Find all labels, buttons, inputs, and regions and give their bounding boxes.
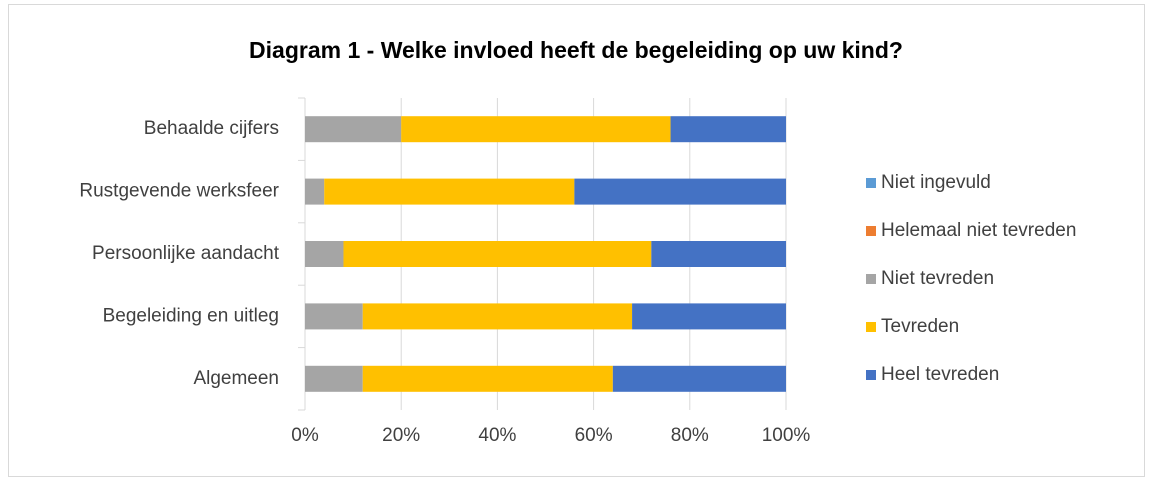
legend-swatch (866, 178, 876, 188)
x-tick-label: 100% (762, 425, 811, 446)
x-tick-label: 80% (671, 425, 709, 446)
y-tick-label: Persoonlijke aandacht (92, 243, 280, 264)
x-tick-label: 20% (382, 425, 420, 446)
chart-title: Diagram 1 - Welke invloed heeft de begel… (249, 37, 903, 63)
legend-swatch (866, 226, 876, 236)
legend-swatch (866, 370, 876, 380)
y-tick-label: Behaalde cijfers (144, 118, 279, 139)
legend-label: Niet ingevuld (881, 172, 991, 193)
bar-segment (632, 303, 786, 330)
bar-segment (343, 241, 652, 267)
bar-segment (670, 116, 786, 143)
legend-label: Heel tevreden (881, 364, 999, 385)
legend-label: Niet tevreden (881, 268, 994, 289)
bar-segment (651, 241, 786, 267)
bar-segment (574, 178, 786, 205)
legend-label: Tevreden (881, 316, 959, 337)
x-tick-label: 0% (291, 425, 319, 446)
bar-segment (305, 241, 344, 267)
y-tick-label: Algemeen (193, 368, 279, 389)
legend-swatch (866, 322, 876, 332)
x-tick-label: 40% (478, 425, 516, 446)
bar-segment (612, 365, 786, 392)
bar-segment (324, 178, 575, 205)
y-tick-label: Rustgevende werksfeer (79, 181, 279, 202)
bar-segment (362, 303, 633, 330)
legend-label: Helemaal niet tevreden (881, 220, 1076, 241)
x-tick-label: 60% (575, 425, 613, 446)
chart-border (8, 4, 1145, 477)
bar-segment (305, 116, 402, 143)
y-tick-label: Begeleiding en uitleg (103, 305, 279, 326)
bar-segment (305, 178, 325, 205)
legend-swatch (866, 274, 876, 284)
bar-segment (401, 116, 671, 143)
bar-segment (305, 303, 363, 330)
bar-segment (305, 365, 363, 392)
bar-segment (362, 365, 613, 392)
